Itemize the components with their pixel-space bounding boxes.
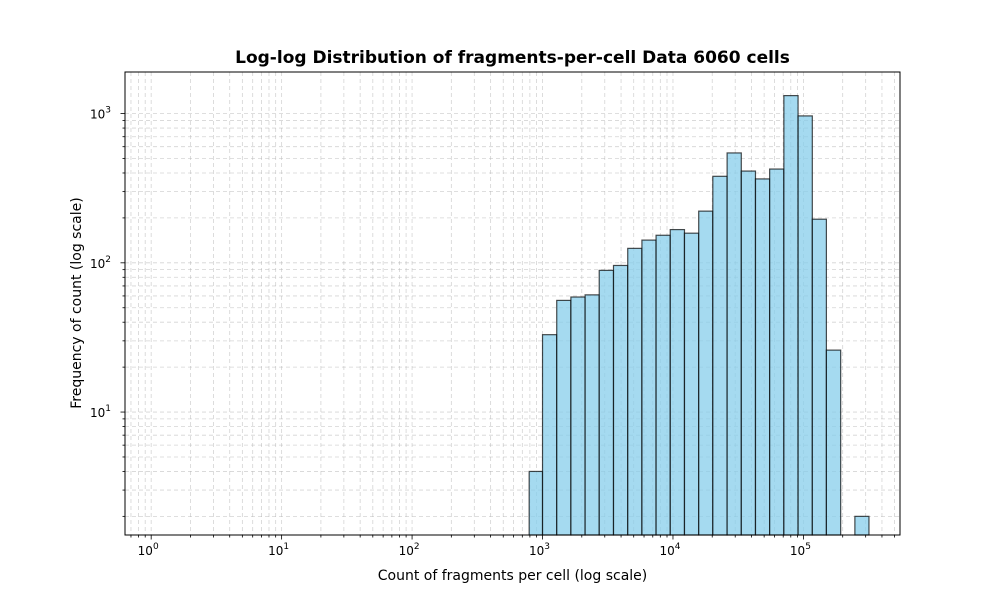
y-tick-label: 101	[90, 404, 111, 420]
y-axis-label: Frequency of count (log scale)	[69, 197, 85, 408]
histogram-bar	[570, 296, 586, 536]
histogram-bar	[655, 234, 671, 536]
x-tick-label: 102	[399, 542, 420, 558]
histogram-bar	[754, 178, 771, 536]
histogram-bar	[541, 334, 558, 536]
x-tick-label: 101	[268, 542, 289, 558]
histogram-bar	[811, 218, 827, 536]
histogram-bar	[612, 264, 629, 536]
x-tick-label: 104	[659, 542, 680, 558]
y-tick-label: 102	[90, 255, 111, 271]
histogram-bar	[683, 232, 700, 536]
histogram-bar	[825, 349, 842, 536]
histogram-bar	[726, 152, 742, 536]
histogram-bar	[698, 210, 714, 536]
histogram-bar	[641, 239, 657, 536]
histogram-bars	[528, 95, 870, 536]
y-tick-label: 103	[90, 106, 111, 122]
histogram-bar	[584, 294, 600, 536]
chart-title: Log-log Distribution of fragments-per-ce…	[235, 48, 790, 68]
histogram-bar	[769, 168, 785, 536]
histogram-bar	[854, 515, 870, 536]
histogram-bar	[797, 115, 813, 536]
histogram-bar	[528, 470, 544, 536]
x-tick-label: 100	[138, 542, 159, 558]
histogram-bar	[556, 299, 572, 536]
plot-frame	[124, 71, 901, 536]
x-tick-label: 105	[790, 542, 811, 558]
histogram-bar	[627, 247, 643, 536]
histogram-bar	[598, 269, 615, 536]
histogram-bar	[740, 170, 757, 536]
histogram-bar	[669, 228, 686, 536]
histogram-bar	[783, 95, 799, 536]
histogram-bar	[712, 175, 728, 536]
x-axis-label: Count of fragments per cell (log scale)	[378, 568, 648, 584]
axis-ticks: 100 101 102 103 104 105 101 102 103	[90, 106, 896, 558]
x-tick-label: 103	[529, 542, 550, 558]
